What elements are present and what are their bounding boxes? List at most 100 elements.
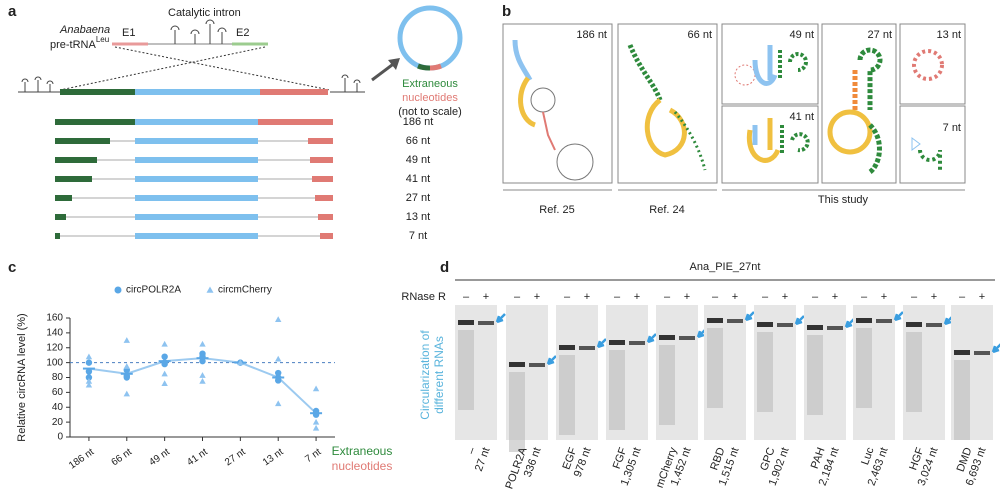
side-label-line: Circularization of: [418, 330, 432, 420]
row-size: 49 nt: [406, 154, 430, 166]
scale-note: (not to scale): [398, 106, 462, 118]
lane-name: –: [465, 445, 479, 456]
data-point: [123, 390, 130, 397]
x-tick-label: 66 nt: [109, 446, 134, 468]
treatment: RNase R: [401, 291, 446, 303]
exon-green: [55, 176, 92, 182]
exon2: E2: [236, 27, 249, 39]
exon-red: [308, 138, 333, 144]
data-point: [275, 400, 282, 407]
structure-box: [721, 23, 819, 105]
panel-c: c 0 20 40 60 80 100 120 140 160 Relative circRNA …: [8, 259, 392, 473]
plus-label: +: [534, 291, 540, 303]
gel-arrow: [893, 311, 904, 322]
legend-label: circmCherry: [218, 285, 272, 296]
data-point: [85, 374, 93, 381]
exon-red: [318, 214, 333, 220]
row-size: 13 nt: [406, 211, 430, 223]
structure-size: 13 nt: [937, 29, 961, 41]
x-tick-label: 13 nt: [261, 446, 286, 468]
y-tick-label: 100: [46, 357, 63, 368]
data-point: [275, 369, 282, 377]
gel-band: [926, 323, 942, 327]
construct: Ana_PIE_27nt: [690, 261, 761, 273]
gel-band: [579, 346, 595, 350]
structure-box: [617, 23, 718, 184]
exon-blue: [135, 176, 258, 182]
panel-label: d: [440, 259, 449, 276]
gel-band: [906, 322, 922, 327]
exon-green: [55, 157, 97, 163]
data-point: [85, 368, 93, 375]
exon-red: [320, 233, 333, 239]
row-size: 41 nt: [406, 173, 430, 185]
x-tick-label: 27 nt: [223, 446, 248, 468]
data-point: [85, 378, 93, 384]
data-point: [123, 337, 130, 343]
x-axis-label: Extraneous: [332, 444, 393, 458]
minus-label: –: [463, 291, 470, 303]
structure-drawings: [512, 39, 944, 181]
exon-green: [55, 119, 135, 125]
gel-smear: [458, 330, 474, 410]
gel-band: [727, 319, 743, 323]
exon-green: [55, 214, 66, 220]
panel-b: b 186 nt 66 nt 49 nt 41 nt 27 nt 13 nt 7…: [502, 3, 966, 216]
structure-size: 49 nt: [790, 29, 814, 41]
data-point: [123, 374, 130, 381]
y-tick-label: 0: [57, 432, 63, 443]
exon-red: [310, 157, 333, 163]
precursor: pre-tRNALeu: [50, 35, 109, 51]
structure-box: [899, 105, 966, 184]
data-point: [161, 380, 168, 387]
gel-smear: [954, 360, 970, 440]
data-point: [199, 378, 206, 384]
data-point: [123, 363, 130, 369]
structure-box: [502, 23, 613, 184]
data-point: [199, 353, 206, 360]
legend-marker: [206, 286, 214, 293]
data-point: [85, 359, 93, 366]
group-label: Ref. 25: [539, 204, 574, 216]
plus-label: +: [732, 291, 738, 303]
gel-band: [707, 318, 723, 323]
y-tick-label: 60: [52, 387, 64, 398]
minus-label: –: [712, 291, 719, 303]
plus-label: +: [931, 291, 937, 303]
structure-box: [899, 23, 966, 105]
exon-blue: [135, 157, 258, 163]
gel-arrow: [646, 333, 657, 344]
gel-band: [529, 363, 545, 367]
gel-arrow: [844, 318, 855, 329]
gel-smear: [509, 372, 525, 452]
x-tick-label: 7 nt: [303, 446, 323, 465]
gel-band: [954, 350, 970, 355]
gel-arrow: [991, 343, 1000, 354]
lane-name: Luc: [859, 445, 877, 466]
gel-band: [876, 319, 892, 323]
structure-size: 7 nt: [943, 122, 961, 134]
exon-blue: [135, 195, 258, 201]
gel-band: [659, 335, 675, 340]
x-axis-label: nucleotides: [332, 459, 393, 473]
row-size: 66 nt: [406, 135, 430, 147]
data-point: [199, 340, 206, 347]
mean-line: [88, 357, 317, 414]
gel-band: [827, 326, 843, 330]
extraneous: Extraneous: [402, 78, 458, 90]
y-axis-label: Relative circRNA level (%): [16, 313, 28, 441]
exon-green: [55, 138, 110, 144]
precursor-diagram: [18, 19, 365, 95]
minus-label: –: [911, 291, 918, 303]
data-point: [312, 385, 320, 392]
plus-label: +: [782, 291, 788, 303]
row-size: 7 nt: [409, 230, 427, 242]
gel-smear: [659, 345, 675, 425]
data-point: [237, 359, 244, 366]
gel-band: [757, 322, 773, 327]
gel-smear: [757, 332, 773, 412]
y-tick-label: 160: [46, 313, 63, 324]
y-tick-label: 20: [52, 417, 64, 428]
gel-arrow: [794, 315, 805, 326]
